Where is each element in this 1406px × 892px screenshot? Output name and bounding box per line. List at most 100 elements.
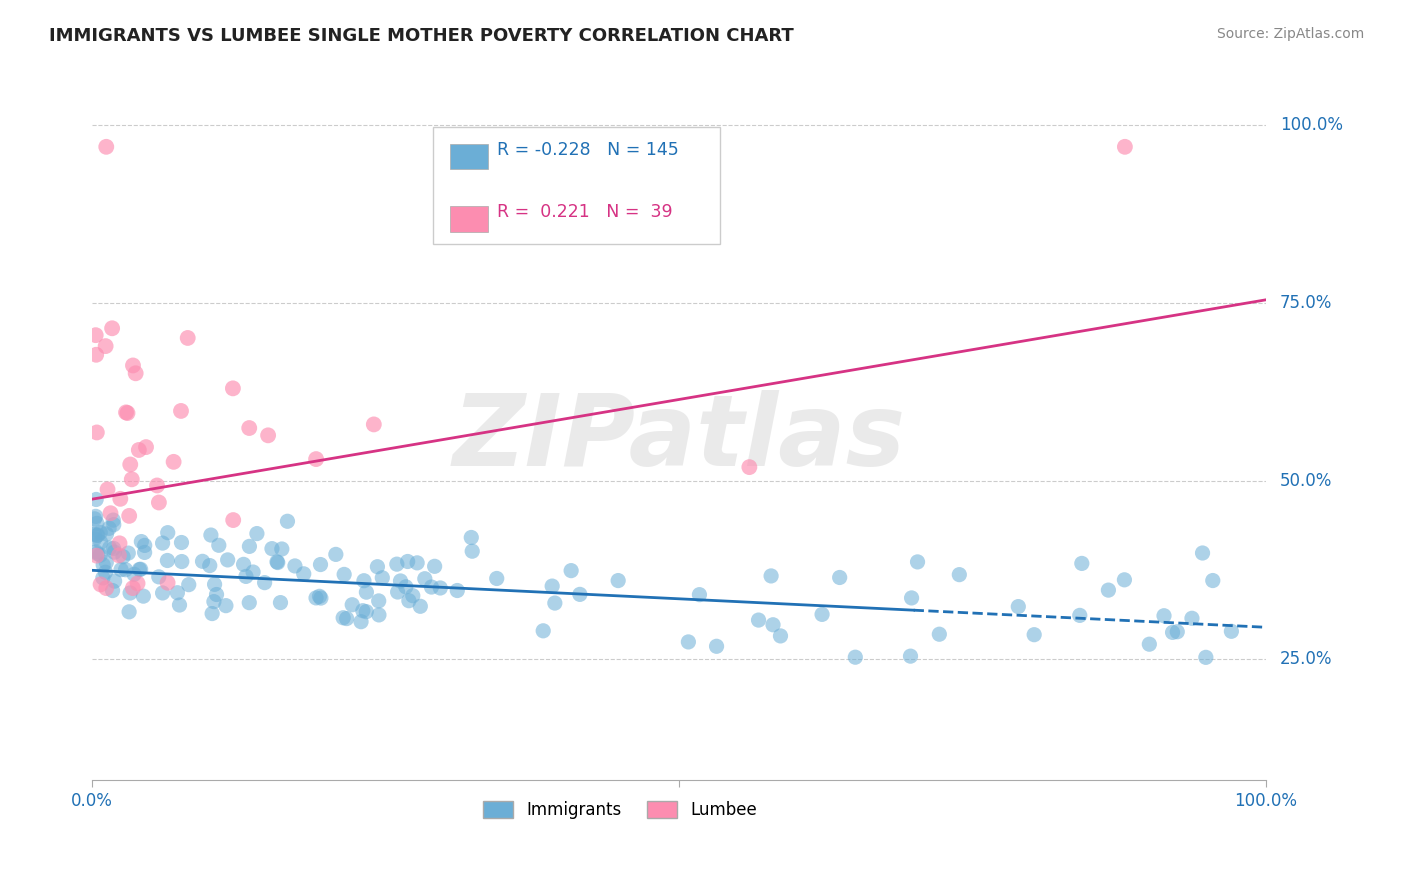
Point [170,535,193,549]
Point [83,527,105,541]
Point [706,640,728,654]
Point [238,540,260,554]
Point [1181,611,1204,625]
Point [325,548,347,562]
Point [100,506,122,520]
Point [222,513,245,527]
Point [169,598,191,612]
Point [86,425,108,440]
Point [396,554,419,568]
Point [332,611,354,625]
Point [108,536,131,550]
Point [762,617,785,632]
Point [166,585,188,599]
Point [366,559,388,574]
Point [353,574,375,588]
FancyBboxPatch shape [450,144,488,169]
Point [305,452,328,467]
Text: R =  0.221   N =  39: R = 0.221 N = 39 [498,203,672,221]
Point [907,555,929,569]
Point [1191,546,1213,560]
Point [129,562,152,576]
Point [115,405,138,419]
Point [114,563,136,577]
Point [900,591,922,605]
Text: R = -0.228   N = 145: R = -0.228 N = 145 [498,141,679,159]
Point [127,576,149,591]
Point [152,536,174,550]
Point [356,585,378,599]
Point [217,553,239,567]
Point [96,581,118,595]
Point [84,545,107,559]
Point [84,492,107,507]
Point [309,558,332,572]
Point [122,359,145,373]
Point [156,575,179,590]
Point [135,440,157,454]
Point [103,513,125,527]
Point [1114,573,1136,587]
Point [103,545,125,559]
Point [389,574,412,588]
Point [86,516,108,531]
Point [738,460,761,475]
Point [101,583,124,598]
Point [98,541,121,555]
Point [257,428,280,442]
Point [1114,140,1136,154]
Point [413,572,436,586]
Point [1070,557,1092,571]
Point [748,613,770,627]
Point [104,574,127,588]
Legend: Immigrants, Lumbee: Immigrants, Lumbee [477,794,763,825]
Point [108,549,131,563]
Point [420,580,443,594]
Point [266,555,288,569]
Point [531,624,554,638]
Text: IMMIGRANTS VS LUMBEE SINGLE MOTHER POVERTY CORRELATION CHART: IMMIGRANTS VS LUMBEE SINGLE MOTHER POVER… [49,27,794,45]
Point [560,564,582,578]
Point [269,596,291,610]
Point [90,577,112,591]
Point [811,607,834,622]
Point [103,517,125,532]
Point [1161,625,1184,640]
Point [828,570,851,584]
Point [678,635,700,649]
Point [122,567,145,582]
Point [170,555,193,569]
Point [170,404,193,418]
Point [352,604,374,618]
Point [242,565,264,579]
Point [83,512,105,526]
Point [191,554,214,568]
Point [769,629,792,643]
Point [333,567,356,582]
Point [118,508,141,523]
Point [110,491,132,506]
Text: Source: ZipAtlas.com: Source: ZipAtlas.com [1216,27,1364,41]
Point [900,649,922,664]
Point [1097,583,1119,598]
Point [367,594,389,608]
Text: 25.0%: 25.0% [1279,650,1333,668]
Point [96,483,118,497]
Point [270,541,292,556]
Point [202,594,225,608]
Point [1069,608,1091,623]
Point [148,495,170,509]
Point [1220,624,1243,639]
Point [485,572,508,586]
Point [461,544,484,558]
Point [260,541,283,556]
Point [134,545,156,559]
Point [205,587,228,601]
Point [232,558,254,572]
Point [402,589,425,603]
Point [371,571,394,585]
Point [132,589,155,603]
Point [118,605,141,619]
Point [363,417,385,432]
Point [198,558,221,573]
